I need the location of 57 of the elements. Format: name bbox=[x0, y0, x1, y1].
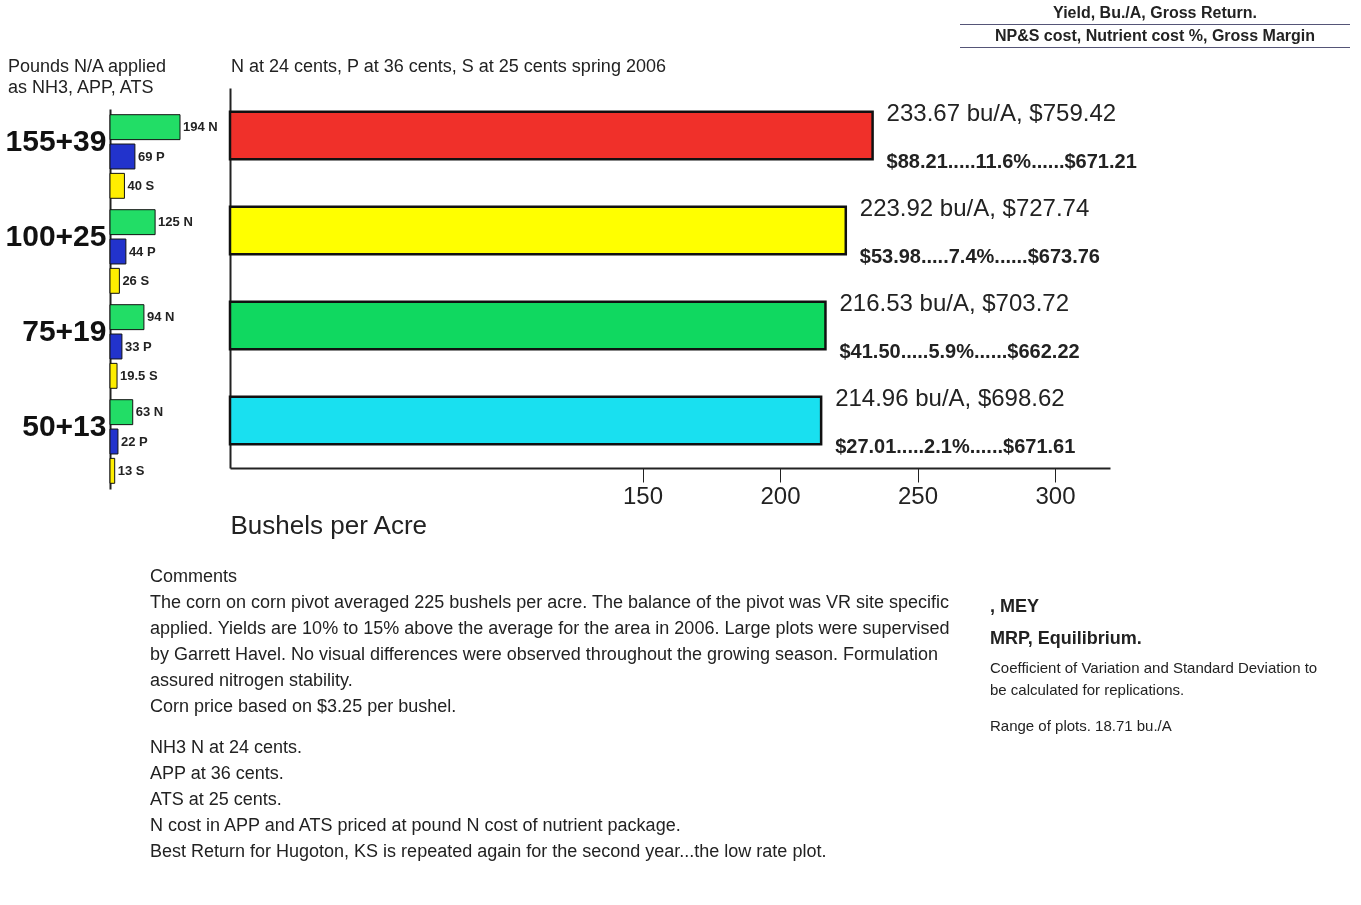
bar bbox=[109, 172, 125, 199]
data-label: 63 N bbox=[135, 404, 164, 420]
bar bbox=[109, 333, 123, 360]
y-tick-label: 50+13 bbox=[22, 408, 107, 442]
text: NH3 N at 24 cents. bbox=[150, 735, 304, 759]
data-label: 214.96 bu/A, $698.62 bbox=[835, 383, 1065, 411]
text: Best Return for Hugoton, KS is repeated again for the second year...the low rate plot. bbox=[150, 839, 828, 863]
data-label: 44 P bbox=[128, 243, 156, 259]
data-label: 13 S bbox=[117, 462, 145, 478]
bar bbox=[109, 428, 119, 455]
annotation: $41.50.....5.9%......$662.22 bbox=[839, 339, 1080, 362]
chart-title: Pounds N/A applied as NH3, APP, ATS bbox=[8, 56, 168, 98]
data-label: 69 P bbox=[137, 148, 165, 164]
bar bbox=[109, 209, 156, 236]
data-label: 40 S bbox=[127, 177, 155, 193]
bar bbox=[109, 399, 134, 426]
bar bbox=[109, 143, 136, 170]
text: MRP, Equilibrium. bbox=[990, 627, 1143, 651]
text: The corn on corn pivot averaged 225 bushels per acre. The balance of the pivot was VR site specific applied. Yields are 10% to 15% above the average for the area in 2006. Large plots were supervised by Garrett Havel. No visual differences were observed throughout the growing season. Formulation assured nitrogen stability. bbox=[150, 591, 950, 693]
x-tick-label: 200 bbox=[760, 481, 801, 509]
data-label: 194 N bbox=[183, 119, 218, 135]
bar bbox=[109, 114, 181, 141]
text: NP&S cost, Nutrient cost %, Gross Margin bbox=[960, 25, 1350, 48]
text: Corn price based on $3.25 per bushel. bbox=[150, 695, 458, 719]
data-label: 233.67 bu/A, $759.42 bbox=[886, 98, 1117, 126]
x-axis-title: Bushels per Acre bbox=[230, 509, 428, 540]
data-label: 26 S bbox=[122, 272, 150, 288]
x-tick-label: 250 bbox=[897, 481, 939, 509]
y-tick-label: 75+19 bbox=[22, 313, 107, 347]
text: Yield, Bu./A, Gross Return. bbox=[960, 2, 1350, 25]
data-label: 223.92 bu/A, $727.74 bbox=[859, 193, 1090, 221]
annotation: $88.21.....11.6%......$671.21 bbox=[886, 149, 1137, 172]
text: Coefficient of Variation and Standard Deviation to be calculated for replications. bbox=[990, 658, 1319, 700]
chart-title: N at 24 cents, P at 36 cents, S at 25 cents spring 2006 bbox=[231, 56, 667, 77]
bar bbox=[109, 238, 127, 265]
data-label: 125 N bbox=[158, 214, 193, 230]
annotation: $53.98.....7.4%......$673.76 bbox=[859, 244, 1100, 267]
text: N cost in APP and ATS priced at pound N cost of nutrient package. bbox=[150, 813, 682, 837]
x-tick-label: 300 bbox=[1035, 481, 1076, 509]
data-label: 33 P bbox=[124, 338, 152, 354]
bar bbox=[109, 267, 120, 294]
text: Comments bbox=[150, 565, 239, 588]
data-label: 94 N bbox=[146, 309, 175, 325]
y-tick-label: 155+39 bbox=[5, 123, 107, 157]
x-tick-label: 150 bbox=[622, 481, 664, 509]
bar bbox=[109, 457, 116, 484]
text: Range of plots. 18.71 bu./A bbox=[990, 715, 1173, 736]
y-tick-label: 100+25 bbox=[5, 218, 107, 252]
text: , MEY bbox=[990, 595, 1040, 618]
bar bbox=[109, 362, 118, 389]
data-label: 216.53 bu/A, $703.72 bbox=[839, 288, 1069, 316]
annotation: $27.01.....2.1%......$671.61 bbox=[835, 434, 1076, 457]
bar bbox=[109, 304, 145, 331]
data-label: 19.5 S bbox=[120, 367, 158, 383]
text: ATS at 25 cents. bbox=[150, 787, 283, 811]
text: APP at 36 cents. bbox=[150, 761, 285, 785]
data-label: 22 P bbox=[120, 433, 149, 449]
